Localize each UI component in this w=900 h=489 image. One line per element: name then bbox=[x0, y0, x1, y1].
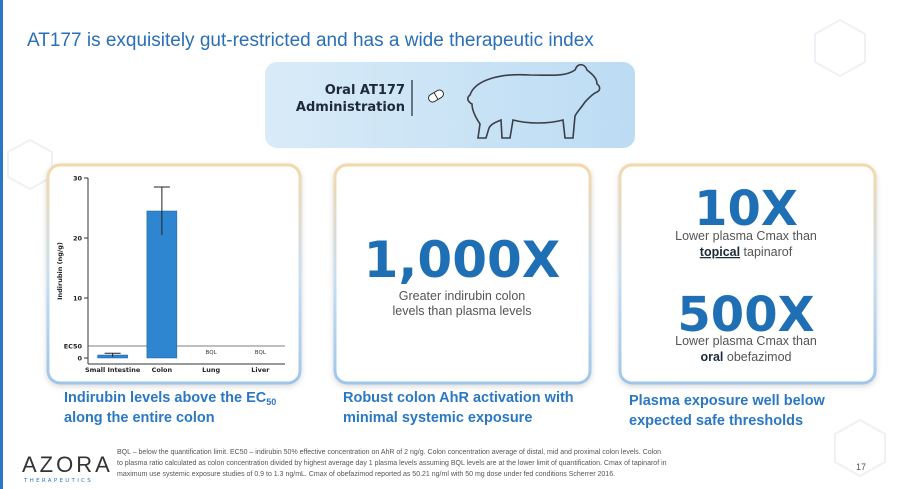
caption-text: Indirubin levels above the EC bbox=[64, 390, 267, 406]
banner-text: Administration bbox=[296, 100, 405, 115]
banner-text: Oral AT177 bbox=[325, 83, 405, 98]
caption: Plasma exposure well below bbox=[629, 393, 826, 409]
title: AT177 is exquisitely gut-restricted and … bbox=[27, 30, 594, 51]
panel-text: Greater indirubin colon bbox=[399, 289, 526, 303]
y-tick-label: 10 bbox=[73, 295, 83, 303]
value-label: BQL bbox=[206, 350, 218, 356]
caption: minimal systemic exposure bbox=[343, 410, 532, 426]
big-number: 1,000X bbox=[364, 231, 561, 289]
caption: Indirubin levels above the EC50 bbox=[64, 390, 276, 407]
y-tick-label: 0 bbox=[77, 355, 82, 363]
logo-sub: THERAPEUTICS bbox=[23, 478, 93, 484]
caption: along the entire colon bbox=[64, 410, 215, 426]
edge-bar bbox=[0, 0, 3, 489]
stat-text: topical tapinarof bbox=[700, 245, 793, 259]
panel bbox=[333, 163, 592, 385]
x-tick-label: Liver bbox=[251, 366, 270, 374]
caption: Robust colon AhR activation with bbox=[343, 390, 574, 406]
big-number: 500X bbox=[677, 287, 814, 343]
stat-text: Lower plasma Cmax than bbox=[675, 334, 817, 348]
caption-sub: 50 bbox=[266, 397, 276, 407]
logo: AZORA bbox=[22, 452, 113, 477]
footnote: BQL – below the quantification limit. EC… bbox=[117, 449, 661, 456]
y-tick-label: 20 bbox=[73, 235, 83, 243]
y-axis-label: Indirubin (ng/g) bbox=[56, 242, 64, 300]
reference-label: EC50 bbox=[64, 343, 83, 351]
stat-text: Lower plasma Cmax than bbox=[675, 229, 817, 243]
pig-icon bbox=[467, 63, 601, 139]
big-number: 10X bbox=[694, 181, 798, 237]
y-tick-label: 30 bbox=[73, 175, 83, 183]
chart: Indirubin (ng/g) 0 10 20 30 EC50 Small Intesti… bbox=[56, 175, 285, 374]
banner bbox=[265, 62, 635, 148]
pill-icon bbox=[428, 89, 444, 103]
stat-bold: topical bbox=[700, 245, 740, 259]
caption: expected safe thresholds bbox=[629, 413, 803, 429]
page-number: 17 bbox=[856, 462, 866, 472]
footnote: maximum use systemic exposure studies of… bbox=[117, 471, 615, 478]
x-tick-label: Small Intestine bbox=[85, 366, 141, 374]
footnote: to plasma ratio calculated as colon conc… bbox=[117, 460, 667, 467]
stat-text: oral obefazimod bbox=[700, 350, 791, 364]
value-label: BQL bbox=[255, 350, 267, 356]
x-tick-label: Lung bbox=[202, 366, 220, 374]
stat-rest: obefazimod bbox=[723, 350, 791, 364]
bar bbox=[146, 210, 178, 359]
panel bbox=[618, 163, 877, 385]
background-hexagons bbox=[7, 18, 886, 478]
x-tick-label: Colon bbox=[152, 366, 173, 374]
stat-rest: tapinarof bbox=[740, 245, 793, 259]
stat-bold: oral bbox=[700, 350, 723, 364]
panel-text: levels than plasma levels bbox=[393, 304, 532, 318]
